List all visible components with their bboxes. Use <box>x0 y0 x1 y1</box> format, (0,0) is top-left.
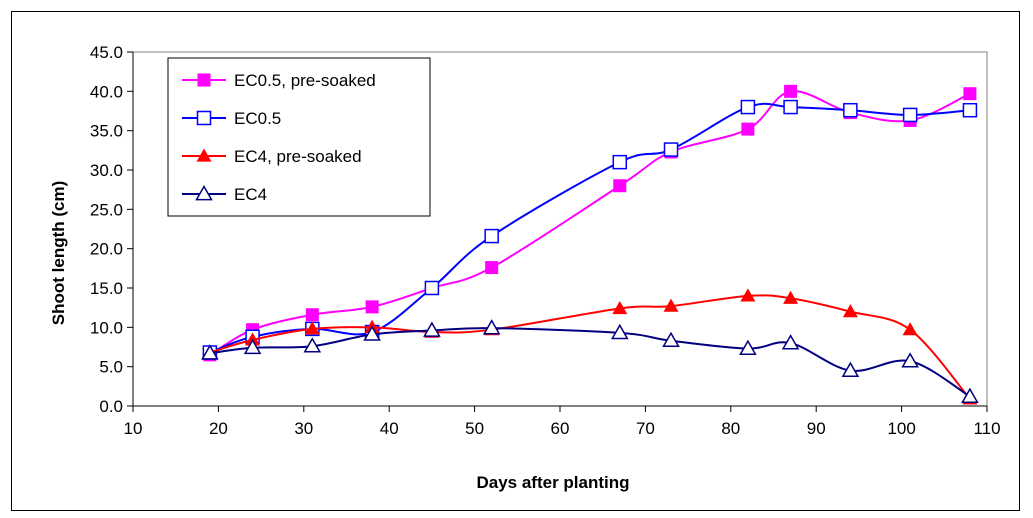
series-line <box>209 294 971 400</box>
x-tick-label: 30 <box>294 419 313 438</box>
data-point <box>363 325 381 341</box>
data-point <box>484 228 499 244</box>
data-point <box>303 337 322 353</box>
data-point <box>365 300 379 314</box>
data-point <box>739 339 757 355</box>
legend: EC0.5, pre-soaked EC0.5 EC4, pre-soaked EC4 <box>167 57 431 217</box>
data-point <box>663 142 679 157</box>
y-tick-label: 35.0 <box>90 122 123 141</box>
x-tick-label: 90 <box>807 419 826 438</box>
data-point <box>784 84 798 98</box>
y-tick-label: 45.0 <box>90 43 123 62</box>
x-tick-label: 60 <box>551 419 570 438</box>
series-ec4 <box>201 319 979 403</box>
data-point <box>740 288 756 302</box>
legend-box <box>167 57 431 217</box>
data-point <box>902 107 918 123</box>
y-axis-title: Shoot length (cm) <box>49 181 68 325</box>
data-point <box>485 261 499 275</box>
data-point <box>902 322 918 336</box>
x-tick-label: 50 <box>465 419 484 438</box>
data-point <box>740 99 756 115</box>
legend-item: EC4 <box>182 184 267 204</box>
legend-label: EC4, pre-soaked <box>234 147 362 166</box>
legend-marker <box>197 73 211 87</box>
data-point <box>201 344 219 360</box>
data-point <box>783 290 799 304</box>
data-point <box>962 102 978 118</box>
data-point <box>612 154 628 170</box>
x-tick-label: 110 <box>973 419 1000 438</box>
data-point <box>613 179 627 193</box>
data-point <box>305 308 319 322</box>
y-tick-label: 30.0 <box>90 161 123 180</box>
legend-label: EC4 <box>234 185 267 204</box>
data-point <box>843 102 858 118</box>
legend-item: EC4, pre-soaked <box>182 147 362 166</box>
data-point <box>304 321 320 335</box>
data-point <box>901 352 919 368</box>
data-point <box>842 304 858 318</box>
data-point <box>841 361 860 377</box>
y-tick-label: 40.0 <box>90 82 123 101</box>
legend-label: EC0.5 <box>234 109 281 128</box>
data-point <box>662 331 680 348</box>
data-point <box>781 334 800 350</box>
legend-marker <box>196 110 212 126</box>
y-tick-label: 5.0 <box>99 358 123 377</box>
data-point <box>611 323 629 340</box>
legend-item: EC0.5, pre-soaked <box>182 71 376 90</box>
data-point <box>482 319 501 335</box>
y-tick-label: 10.0 <box>90 318 123 337</box>
data-point <box>663 298 679 312</box>
data-point <box>783 99 798 115</box>
series-ec4-pre-soaked <box>202 288 978 405</box>
legend-label: EC0.5, pre-soaked <box>234 71 376 90</box>
data-point <box>741 122 755 136</box>
x-tick-label: 10 <box>124 419 143 438</box>
data-point <box>612 301 628 315</box>
x-tick-label: 40 <box>380 419 399 438</box>
x-tick-label: 20 <box>209 419 228 438</box>
y-tick-label: 25.0 <box>90 200 123 219</box>
y-tick-label: 20.0 <box>90 240 123 259</box>
data-point <box>424 280 440 296</box>
y-tick-label: 15.0 <box>90 279 123 298</box>
data-point <box>243 338 262 355</box>
x-tick-label: 80 <box>721 419 740 438</box>
x-axis-title: Days after planting <box>476 473 629 492</box>
y-tick-label: 0.0 <box>99 397 123 416</box>
legend-item: EC0.5 <box>182 109 281 128</box>
x-tick-label: 100 <box>887 419 915 438</box>
legend-marker <box>195 184 213 201</box>
data-point <box>961 387 979 403</box>
x-tick-label: 70 <box>636 419 655 438</box>
data-point <box>423 321 441 337</box>
series-line <box>209 327 971 398</box>
data-point <box>963 87 977 101</box>
legend-marker <box>196 148 212 162</box>
